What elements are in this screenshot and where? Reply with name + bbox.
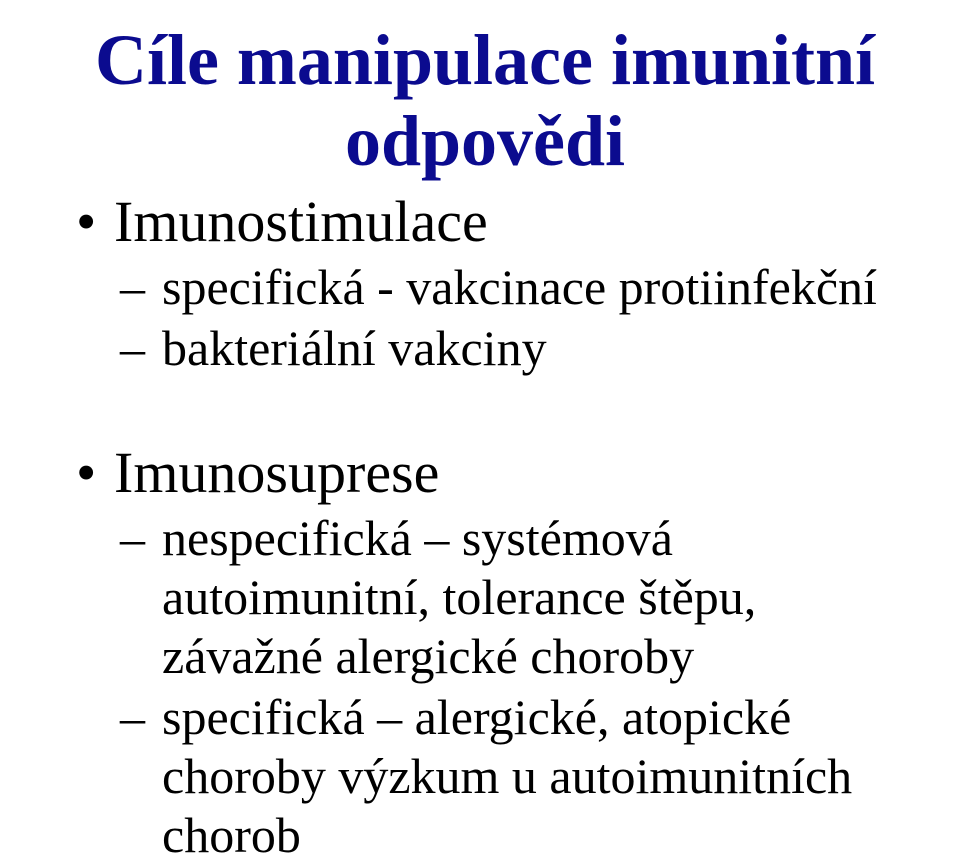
sub-list: nespecifická – systémová autoimunitní, t… [114, 509, 900, 865]
title-line-2: odpovědi [345, 101, 625, 181]
spacer [70, 378, 900, 434]
sub-item: specifická - vakcinace protiinfekční [114, 258, 900, 317]
sub-text: specifická - vakcinace protiinfekční [162, 259, 877, 315]
sub-text: bakteriální vakciny [162, 320, 547, 376]
sub-list: specifická - vakcinace protiinfekční bak… [114, 258, 900, 378]
bullet-list: Imunostimulace specifická - vakcinace pr… [70, 189, 900, 378]
slide-title: Cíle manipulace imunitní odpovědi [70, 20, 900, 181]
bullet-label: Imunosuprese [114, 440, 439, 505]
slide: Cíle manipulace imunitní odpovědi Imunos… [0, 0, 960, 824]
bullet-list: Imunosuprese nespecifická – systémová au… [70, 440, 900, 865]
sub-item: specifická – alergické, atopické choroby… [114, 688, 900, 865]
sub-item: bakteriální vakciny [114, 319, 900, 378]
title-line-1: Cíle manipulace imunitní [95, 20, 875, 100]
sub-text: specifická – alergické, atopické choroby… [162, 689, 852, 863]
sub-item: nespecifická – systémová autoimunitní, t… [114, 509, 900, 686]
bullet-imunostimulace: Imunostimulace specifická - vakcinace pr… [70, 189, 900, 378]
bullet-label: Imunostimulace [114, 189, 488, 254]
bullet-imunosuprese: Imunosuprese nespecifická – systémová au… [70, 440, 900, 865]
sub-text: nespecifická – systémová autoimunitní, t… [162, 510, 756, 684]
